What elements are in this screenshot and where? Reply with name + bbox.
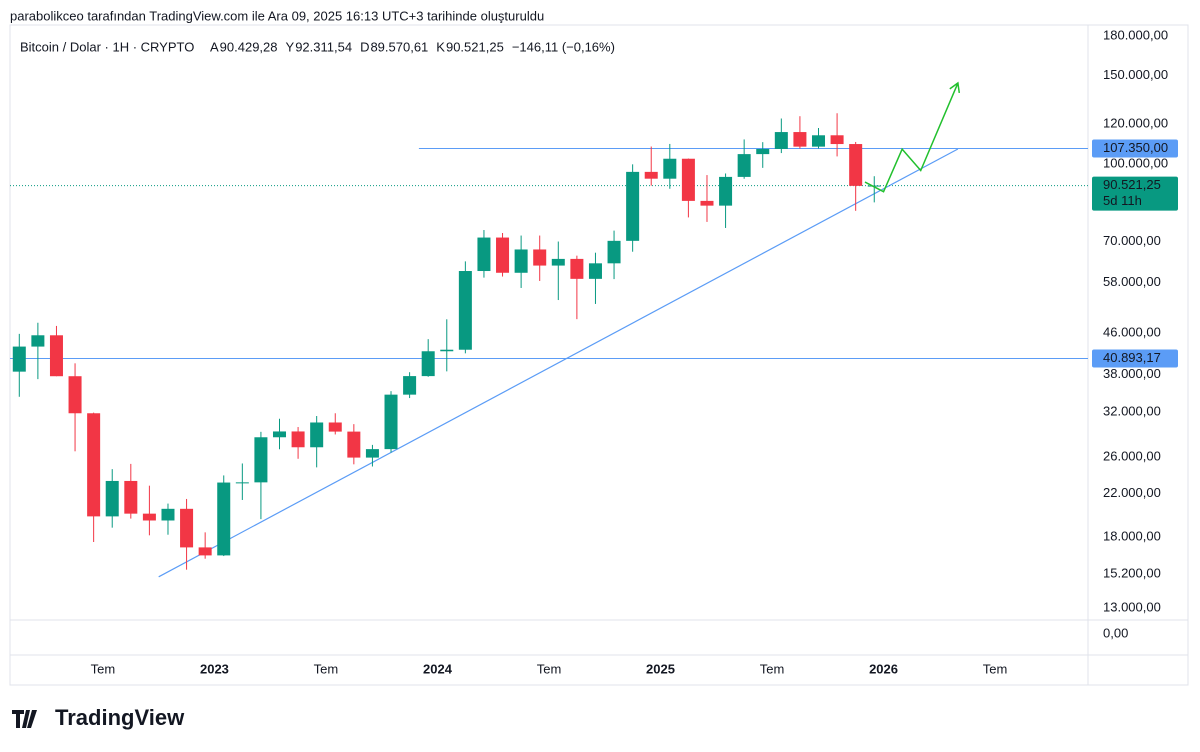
candle-body <box>514 249 528 273</box>
candle-body <box>458 271 472 350</box>
y-tick-label: 70.000,00 <box>1103 233 1161 248</box>
y-tick-label: 15.200,00 <box>1103 565 1161 580</box>
candle-body <box>217 482 231 556</box>
last-price-label: 90.521,25 <box>1103 177 1161 192</box>
candle-body <box>254 437 268 483</box>
candle-body <box>774 132 788 149</box>
candle-body <box>793 132 807 147</box>
projection-arrowhead <box>949 81 961 94</box>
candle-body <box>403 376 417 395</box>
ohlc-value: 90.429,28 <box>220 39 278 54</box>
y-tick-label: 32.000,00 <box>1103 403 1161 418</box>
ohlc-key: Y <box>286 39 295 54</box>
y-tick-label: 13.000,00 <box>1103 599 1161 614</box>
last-price-box <box>1092 176 1178 211</box>
ohlc-key: A <box>210 39 219 54</box>
x-tick-label: 2025 <box>646 661 675 676</box>
lower-pane-tick-label: 0,00 <box>1103 625 1128 640</box>
candle-body <box>365 449 379 458</box>
candle-body <box>756 148 770 155</box>
candle-body <box>477 237 491 272</box>
y-tick-label: 22.000,00 <box>1103 485 1161 500</box>
candle-body <box>421 351 435 377</box>
y-tick-label: 38.000,00 <box>1103 366 1161 381</box>
y-tick-label: 18.000,00 <box>1103 529 1161 544</box>
candle-body <box>607 240 621 264</box>
change: −146,11 (−0,16%) <box>512 39 615 54</box>
ohlc-value: 89.570,61 <box>370 39 428 54</box>
candle-body <box>180 508 194 548</box>
trendline <box>158 148 959 578</box>
candle-body <box>161 508 175 521</box>
level-label-box <box>1092 139 1178 158</box>
ohlc-legend: A 90.429,28 Y 92.311,54 D 89.570,61 K 90.521,25… <box>210 39 615 54</box>
x-tick-label: Tem <box>983 661 1008 676</box>
x-tick-label: Tem <box>91 661 116 676</box>
candle-body <box>31 335 45 347</box>
level-label-box <box>1092 349 1178 368</box>
ohlc-value: 92.311,54 <box>295 39 352 54</box>
x-tick-label: Tem <box>314 661 339 676</box>
y-tick-label: 180.000,00 <box>1103 27 1168 42</box>
candle-body <box>347 431 361 458</box>
candle-body <box>310 422 324 448</box>
candle-body <box>291 431 305 448</box>
y-tick-label: 46.000,00 <box>1103 324 1161 339</box>
candle-body <box>105 480 119 517</box>
brand: TradingView <box>55 705 185 730</box>
logo <box>12 710 37 728</box>
ohlc-key: K <box>436 39 445 54</box>
frame <box>9 24 1189 686</box>
candle-body <box>570 258 584 279</box>
ohlc-value: 90.521,25 <box>446 39 504 54</box>
candle-body <box>811 135 826 147</box>
candle-body <box>700 200 714 206</box>
candle-body <box>681 158 695 201</box>
candle-body <box>198 547 212 556</box>
candle-body <box>663 158 677 179</box>
candle-body <box>830 135 844 145</box>
candle-body <box>68 376 82 414</box>
projection-path <box>864 82 959 193</box>
candle-body <box>588 263 602 279</box>
candle-body <box>124 480 138 514</box>
x-tick-label: 2023 <box>200 661 229 676</box>
candle-body <box>384 394 398 450</box>
candle-body <box>142 513 156 521</box>
credit: parabolikceo tarafından TradingView.com … <box>10 8 544 23</box>
candle-body <box>719 176 733 206</box>
ohlc-key: D <box>360 39 369 54</box>
x-tick-label: 2026 <box>869 661 898 676</box>
candle-body <box>551 258 565 266</box>
candle-body <box>235 482 249 484</box>
candle-body <box>644 171 658 179</box>
candle-body <box>49 335 63 377</box>
candle-body <box>533 249 547 266</box>
level-label: 40.893,17 <box>1103 350 1161 365</box>
candle-body <box>626 171 640 241</box>
x-tick-label: Tem <box>537 661 562 676</box>
candle-body <box>87 413 101 517</box>
x-tick-label: 2024 <box>423 661 453 676</box>
level-label: 107.350,00 <box>1103 140 1168 155</box>
candle-body <box>849 144 863 186</box>
y-tick-label: 100.000,00 <box>1103 155 1168 170</box>
candle-body <box>272 431 287 438</box>
candle-body <box>12 346 26 372</box>
y-tick-label: 120.000,00 <box>1103 116 1168 131</box>
candle-body <box>328 422 342 432</box>
y-tick-label: 150.000,00 <box>1103 67 1168 82</box>
candle-body <box>737 154 751 177</box>
symbol: Bitcoin / Dolar · 1H · CRYPTO <box>20 39 194 54</box>
candle-body <box>496 237 510 273</box>
x-tick-label: Tem <box>760 661 785 676</box>
y-tick-label: 26.000,00 <box>1103 449 1161 464</box>
y-tick-label: 58.000,00 <box>1103 274 1161 289</box>
countdown: 5d 11h <box>1103 193 1142 208</box>
candle-body <box>440 349 454 352</box>
